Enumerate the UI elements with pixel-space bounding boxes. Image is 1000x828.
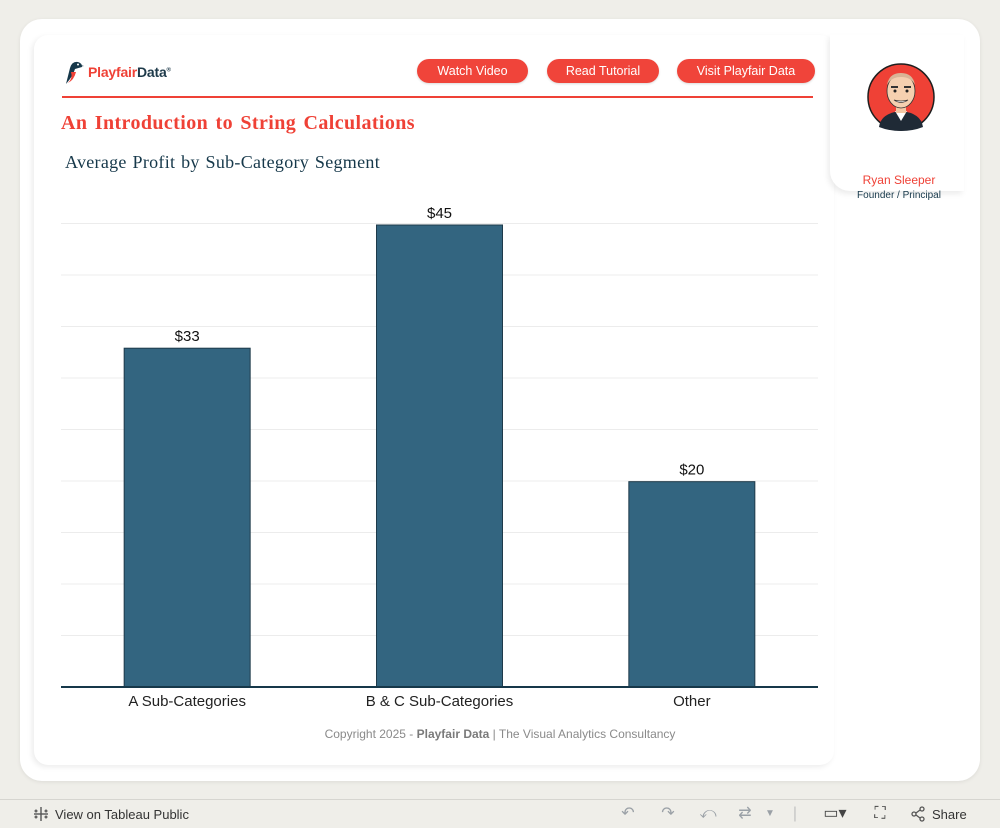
logo-wordmark: PlayfairData®: [88, 64, 171, 80]
chart-subtitle: Average Profit by Sub-Category Segment: [65, 152, 381, 172]
bar[interactable]: [628, 481, 756, 688]
author-profile-card[interactable]: Ryan Sleeper Founder / Principal: [830, 35, 964, 201]
playfair-data-logo[interactable]: PlayfairData®: [62, 57, 171, 87]
author-avatar: [867, 63, 935, 131]
download-icon[interactable]: ▭▾: [823, 805, 847, 822]
category-label: B & C Sub-Categories: [366, 693, 514, 710]
share-button[interactable]: Share: [910, 806, 967, 822]
share-label: Share: [932, 806, 967, 822]
bar[interactable]: [123, 347, 251, 688]
footer-suffix: | The Visual Analytics Consultancy: [489, 727, 676, 741]
copyright-footer: Copyright 2025 - Playfair Data | The Vis…: [0, 727, 1000, 741]
author-role: Founder / Principal: [857, 190, 941, 201]
footer-brand[interactable]: Playfair Data: [416, 727, 490, 741]
undo-icon[interactable]: ↶: [621, 805, 635, 822]
chevron-down-icon[interactable]: ▼: [765, 808, 775, 819]
view-on-tableau-public-link[interactable]: View on Tableau Public: [33, 806, 189, 822]
footer-prefix: Copyright 2025 -: [324, 727, 417, 741]
chart-bars: [123, 224, 756, 688]
tableau-logo-icon: [34, 807, 48, 821]
dashboard-title: An Introduction to String Calculations: [61, 112, 415, 134]
kingfisher-icon: [66, 61, 84, 84]
tableau-toolbar: View on Tableau Public ↶ ↷ ⤺ ⇄ ▼ | ▭▾ ⛶ …: [0, 799, 1000, 828]
watch-video-button[interactable]: Watch Video: [417, 59, 528, 83]
chart-category-labels: A Sub-Categories B & C Sub-Categories Othe…: [128, 693, 710, 710]
bar-value-label: $45: [427, 205, 452, 222]
category-label: A Sub-Categories: [128, 693, 246, 710]
header-divider: [62, 96, 813, 98]
author-name: Ryan Sleeper: [862, 173, 936, 187]
chart-value-labels: $33 $45 $20: [175, 205, 705, 479]
fullscreen-icon[interactable]: ⛶: [874, 805, 886, 822]
view-on-tableau-public-label: View on Tableau Public: [55, 806, 189, 822]
visit-playfair-data-button[interactable]: Visit Playfair Data: [677, 59, 815, 83]
refresh-icon[interactable]: ⇄: [738, 805, 752, 822]
redo-icon[interactable]: ↷: [661, 805, 675, 822]
read-tutorial-button[interactable]: Read Tutorial: [547, 59, 659, 83]
share-icon: [911, 806, 925, 822]
category-label: Other: [673, 693, 711, 710]
toolbar-divider: |: [792, 805, 798, 822]
bar-value-label: $20: [679, 462, 704, 479]
revert-icon[interactable]: ⤺: [699, 805, 717, 822]
bar[interactable]: [376, 224, 503, 688]
bar-value-label: $33: [175, 328, 200, 345]
